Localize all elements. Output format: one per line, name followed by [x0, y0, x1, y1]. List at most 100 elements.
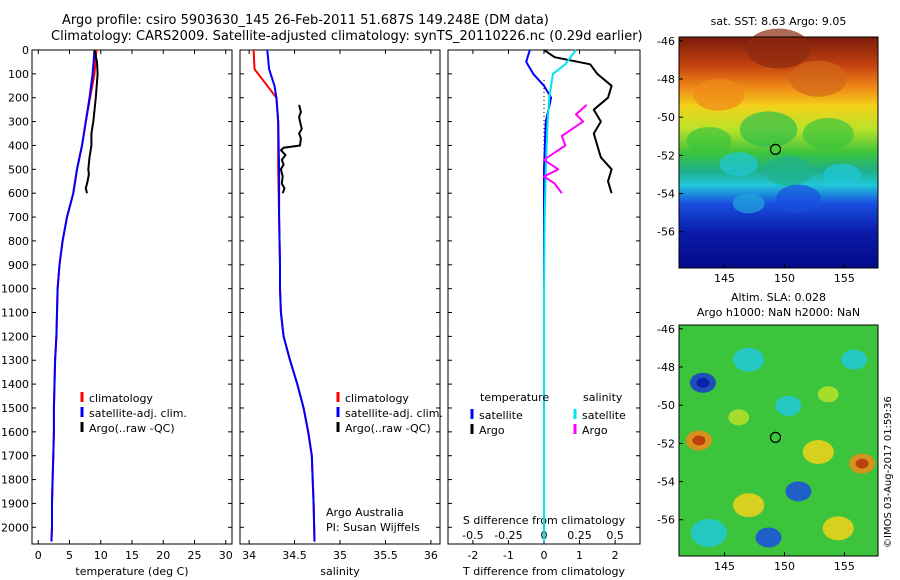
x-tick-label: 145	[714, 560, 735, 573]
x-tick-label: 34.5	[282, 549, 307, 562]
series-line	[543, 49, 577, 542]
map-title: sat. SST: 8.63 Argo: 9.05	[711, 15, 847, 28]
y-tick-label: 0	[22, 44, 29, 57]
y-tick-label: -54	[657, 476, 675, 489]
series-line	[252, 49, 316, 542]
x-tick-label: 30	[219, 549, 233, 562]
sst-map-panel: 145 150 155 -46 -48 -50 -52 -54 -56 sat. SST: 8.6…	[657, 15, 879, 285]
salinity-panel: 34 34.5 35 35.5 36 salinity climatology satelli…	[239, 49, 443, 578]
x-tick-label: 0	[35, 549, 42, 562]
sla-patch	[690, 518, 728, 547]
x-axis-label: salinity	[320, 565, 360, 578]
sst-patch	[719, 152, 758, 177]
top-tick-label: 0.25	[567, 529, 592, 542]
sst-patch	[686, 126, 732, 155]
legend: climatology satellite-adj. clim. Argo(..ra…	[336, 392, 443, 435]
top-tick-label: -0.25	[494, 529, 522, 542]
x-tick-label: 34	[242, 549, 256, 562]
copyright-stamp: ©IMOS 03-Aug-2017 01:59:36	[883, 396, 894, 548]
title-line-1: Argo profile: csiro 5903630_145 26-Feb-2…	[62, 13, 549, 28]
plot-frame	[239, 49, 441, 545]
x-tick-label: 5	[66, 549, 73, 562]
x-tick-label: 20	[156, 549, 170, 562]
sla-patch	[822, 516, 854, 541]
series-line	[50, 49, 96, 542]
sla-patch	[817, 386, 839, 403]
legend-label: Argo(..raw -QC)	[345, 422, 431, 435]
x-axis-label: temperature (deg C)	[75, 565, 188, 578]
y-tick-label: 800	[8, 235, 29, 248]
x-tick-label: 155	[834, 560, 855, 573]
y-tick-label: 2000	[1, 521, 29, 534]
temperature-panel: 0100200300400500600700800900100011001200…	[1, 44, 233, 578]
sst-patch	[739, 111, 798, 148]
sla-patch	[728, 409, 750, 426]
y-tick-label: 100	[8, 68, 29, 81]
sst-patch	[693, 78, 745, 111]
y-tick-label: 600	[8, 187, 29, 200]
x-tick-label: 35.5	[373, 549, 398, 562]
legend-label: Argo	[479, 424, 505, 437]
annotation: Argo Australia	[326, 506, 404, 519]
y-tick-label: -48	[657, 73, 675, 86]
x-axis-label: T difference from climatology	[462, 565, 625, 578]
sst-patch	[776, 184, 821, 213]
legend-label: satellite-adj. clim.	[89, 407, 187, 420]
legend: temperature salinity satellite Argo satellit…	[470, 391, 626, 437]
x-tick-label: 1	[576, 549, 583, 562]
legend-label: Argo	[582, 424, 608, 437]
y-tick-label: -54	[657, 188, 675, 201]
top-tick-label: -0.5	[462, 529, 483, 542]
y-tick-label: 1500	[1, 402, 29, 415]
x-tick-label: 155	[834, 272, 855, 285]
y-tick-label: -50	[657, 111, 675, 124]
series-line	[543, 104, 588, 194]
series-line	[279, 104, 303, 194]
sla-map-panel: 145 150 155 -46 -48 -50 -52 -54 -56 Altim. SLA: 0…	[657, 291, 879, 573]
sla-patch	[692, 435, 706, 446]
y-tick-label: 900	[8, 259, 29, 272]
sla-patch	[775, 395, 802, 416]
x-tick-label: 15	[125, 549, 139, 562]
y-tick-label: -50	[657, 399, 675, 412]
y-tick-label: -52	[657, 149, 675, 162]
map-frame	[678, 324, 879, 557]
series-line	[543, 49, 613, 194]
sla-patch	[696, 377, 710, 388]
y-tick-label: 1700	[1, 450, 29, 463]
argo-position-marker	[769, 431, 782, 443]
series-line	[266, 49, 316, 542]
sst-patch	[789, 60, 848, 97]
y-tick-label: 400	[8, 139, 29, 152]
legend-label: Argo(..raw -QC)	[89, 422, 175, 435]
legend-label: climatology	[345, 392, 409, 405]
y-tick-label: 500	[8, 163, 29, 176]
y-tick-label: -52	[657, 437, 675, 450]
y-tick-label: 1000	[1, 283, 29, 296]
x-tick-label: 145	[714, 272, 735, 285]
y-tick-label: -46	[657, 323, 675, 336]
sst-patch	[746, 28, 811, 69]
annotation: PI: Susan Wijffels	[326, 521, 420, 534]
map-title: Altim. SLA: 0.028	[731, 291, 826, 304]
x-tick-label: 0	[541, 549, 548, 562]
y-tick-label: -56	[657, 514, 675, 527]
x-tick-label: 36	[424, 549, 438, 562]
legend-label: satellite	[479, 409, 523, 422]
x-tick-label: 25	[188, 549, 202, 562]
sla-patch	[733, 493, 765, 518]
sla-patch	[802, 440, 834, 465]
legend-heading: temperature	[480, 391, 549, 404]
plot-frame	[31, 49, 233, 545]
sst-patch	[732, 193, 765, 214]
legend-label: climatology	[89, 392, 153, 405]
x-tick-label: 35	[333, 549, 347, 562]
legend-label: satellite	[582, 409, 626, 422]
y-tick-label: 1400	[1, 378, 29, 391]
x-tick-label: -2	[467, 549, 478, 562]
x-tick-label: 150	[774, 560, 795, 573]
difference-panel: -2 -1 0 1 2 T difference from climatology -0.5…	[447, 49, 641, 578]
sst-patch	[802, 118, 854, 151]
y-tick-label: 1800	[1, 474, 29, 487]
